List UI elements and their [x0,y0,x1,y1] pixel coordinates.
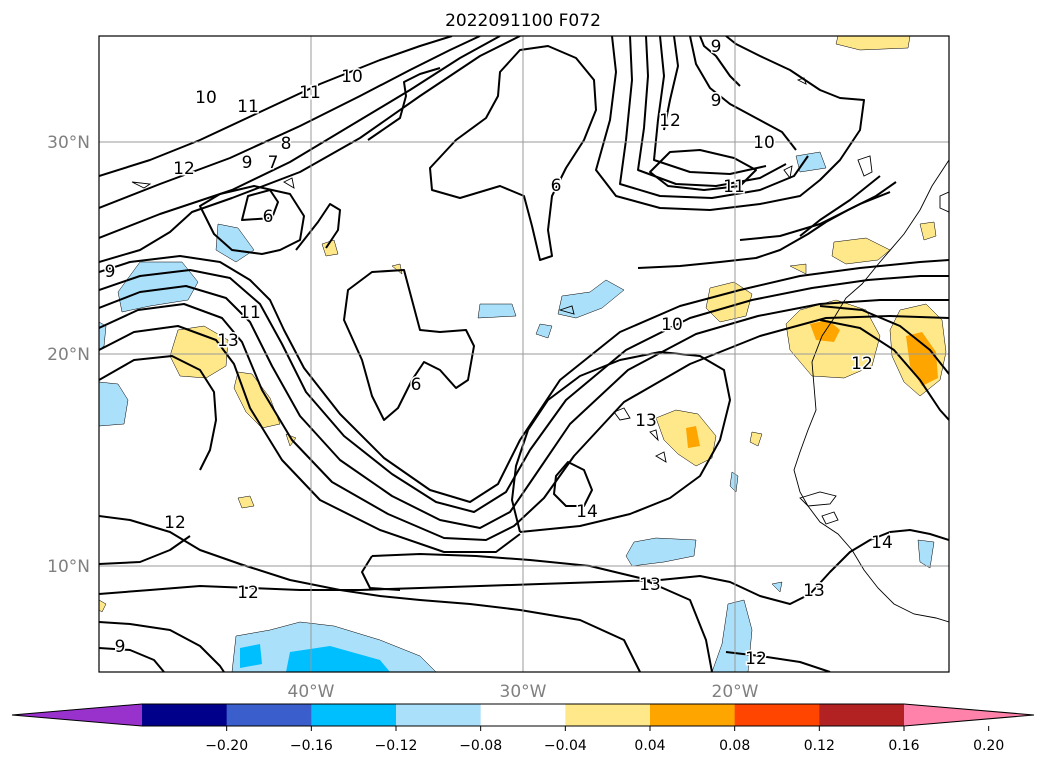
yellow-patch [789,263,807,275]
contour-label: 14 [871,533,893,553]
colorbar-segment [734,704,820,726]
contour-label: 7 [268,153,279,173]
colorbar-segment [480,704,566,726]
colorbar-segment [396,704,482,726]
yellow-patch [99,599,107,613]
blue-patch [117,261,199,313]
colorbar-segment [311,704,397,726]
lat-label-20n: 20°N [47,345,90,365]
yellow-patch [233,371,281,429]
yellow-patch [237,495,255,509]
blue-patch [771,581,783,593]
blue-patch [535,323,553,339]
colorbar-tick-label: 0.08 [719,738,750,754]
colorbar-segment [565,704,651,726]
contour-label: 9 [115,637,126,657]
contour-label: 13 [217,331,239,351]
contour-label: 12 [164,513,186,533]
colorbar-segment [819,704,905,726]
blue-patch [99,381,129,427]
colorbar-tick-label: 0.04 [634,738,665,754]
contour-label: 10 [753,133,775,153]
contour-label: 13 [635,411,657,431]
blue-patch [99,321,107,351]
colorbar: −0.20 −0.16 −0.12 −0.08 −0.04 0.04 0.08 0.12 0.1… [11,703,1035,754]
colorbar-segment [650,704,736,726]
colorbar-tick-label: −0.16 [290,738,333,754]
colorbar-segment [226,704,312,726]
yellow-patch [749,431,763,447]
colorbar-tick-label: −0.08 [459,738,502,754]
contour-label: 9 [711,91,722,111]
lat-label-30n: 30°N [47,133,90,153]
blue-patch [557,279,625,319]
blue-patch [240,644,262,668]
contour-lines [99,36,949,672]
colorbar-tick-label: 0.16 [888,738,919,754]
contour-label: 14 [576,502,598,522]
contour-label: 9 [105,262,116,282]
orange-patch [686,426,700,448]
colorbar-tick-label: 0.20 [973,738,1004,754]
yellow-patch [705,281,753,323]
graticule [99,36,949,672]
contour-label: 10 [661,315,683,335]
contour-label: 6 [551,176,562,196]
lon-label-40w: 40°W [288,682,335,702]
contour-label: 12 [745,649,767,669]
contour-label: 10 [341,67,363,87]
yellow-patch [831,237,891,265]
contour-label: 12 [851,354,873,374]
contour-label: 13 [639,575,661,595]
contour-label: 11 [237,97,259,117]
lat-label-10n: 10°N [47,557,90,577]
colorbar-extend-low [12,704,142,726]
yellow-patch [919,221,937,241]
contour-label: 11 [239,303,261,323]
lon-label-20w: 20°W [712,682,759,702]
yellow-patch [835,36,911,51]
colorbar-tick-label: 0.12 [804,738,835,754]
colorbar-segment [142,704,228,726]
blue-patch [795,151,827,173]
blue-patch [477,303,517,319]
blue-patch [286,646,390,672]
contour-label: 8 [281,134,292,154]
contour-label: 10 [195,88,217,108]
shaded-fields [99,36,947,672]
contour-label: 9 [242,153,253,173]
contour-label: 6 [411,375,422,395]
contour-label: 12 [237,583,259,603]
contour-label: 13 [803,581,825,601]
blue-patch [729,471,739,493]
blue-patch [625,537,697,567]
colorbar-extend-high [904,704,1034,726]
contour-label: 11 [723,177,745,197]
map-title: 2022091100 F072 [445,11,601,31]
colorbar-tick-label: −0.20 [205,738,248,754]
yellow-patch [655,409,717,467]
contour-label: 11 [299,83,321,103]
colorbar-tick-label: −0.04 [544,738,587,754]
contour-label: 9 [711,37,722,57]
contour-label: 12 [659,111,681,131]
colorbar-outline [11,703,1035,727]
blue-patch [231,621,437,672]
lon-label-30w: 30°W [500,682,547,702]
map-frame [98,35,950,673]
contour-label: 12 [173,159,195,179]
colorbar-tick-label: −0.12 [375,738,418,754]
blue-patch [917,539,935,569]
map-panel: 10 11 12 9 8 7 6 11 10 9 12 9 6 9 11 13 … [47,35,950,702]
contour-label: 6 [263,207,274,227]
contour-labels: 10 11 12 9 8 7 6 11 10 9 12 9 6 9 11 13 … [103,36,894,671]
